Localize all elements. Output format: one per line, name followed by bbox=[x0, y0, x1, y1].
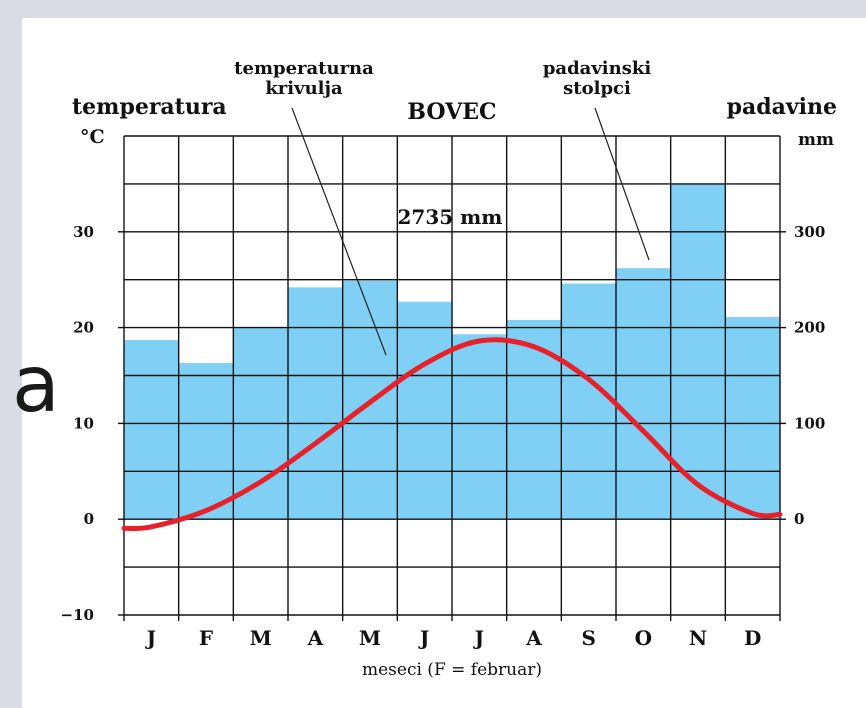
left-axis-title: temperatura bbox=[72, 94, 227, 120]
chart-card: a −10 0 10 20 30 0 100 200 300 J F M A M J J A S O N D BOVEC t… bbox=[12, 18, 866, 708]
month-label-8: A bbox=[525, 626, 542, 650]
month-label-10: O bbox=[635, 626, 652, 650]
month-label-1: J bbox=[145, 626, 156, 650]
right-tick-label: 200 bbox=[794, 319, 825, 337]
left-tick-label: 10 bbox=[73, 414, 94, 432]
temp-series-label-1: temperaturna bbox=[234, 58, 374, 79]
month-label-5: M bbox=[359, 626, 381, 650]
left-tick-label: 30 bbox=[73, 223, 94, 241]
x-axis-label: meseci (F = februar) bbox=[362, 660, 542, 680]
precip-bar-2 bbox=[178, 363, 234, 520]
precip-bar-4 bbox=[288, 287, 343, 520]
precip-bar-8 bbox=[506, 319, 562, 520]
month-label-7: J bbox=[473, 626, 484, 650]
precip-label-pointer bbox=[594, 107, 650, 261]
temp-series-label-2: krivulja bbox=[265, 78, 343, 99]
precip-bar-12 bbox=[725, 317, 780, 520]
precip-bar-10 bbox=[616, 268, 671, 520]
right-tick-label: 0 bbox=[794, 510, 804, 528]
month-label-4: A bbox=[307, 626, 324, 650]
left-tick-label: 0 bbox=[84, 510, 94, 528]
precip-bar-9 bbox=[561, 283, 616, 520]
right-tick-label: 300 bbox=[794, 223, 825, 241]
left-tick-label: 20 bbox=[73, 319, 94, 337]
precip-series-label-2: stolpci bbox=[563, 78, 631, 99]
precip-bar-7 bbox=[452, 334, 507, 520]
precip-series-label-1: padavinski bbox=[543, 58, 651, 79]
precip-bar-6 bbox=[397, 301, 452, 520]
month-label-12: D bbox=[744, 626, 761, 650]
month-label-2: F bbox=[199, 626, 213, 650]
month-label-9: S bbox=[581, 626, 595, 650]
left-axis-unit: °C bbox=[80, 126, 105, 148]
month-label-3: M bbox=[250, 626, 272, 650]
month-label-11: N bbox=[689, 626, 707, 650]
temp-label-pointer bbox=[291, 107, 387, 356]
month-label-6: J bbox=[418, 626, 429, 650]
temperature-curve bbox=[121, 337, 783, 532]
right-axis-unit: mm bbox=[798, 130, 834, 150]
precip-bar-1 bbox=[124, 340, 179, 520]
total-precip-annotation: 2735 mm bbox=[398, 205, 503, 229]
cropped-side-letter: a bbox=[12, 340, 60, 430]
right-axis-title: padavine bbox=[727, 94, 837, 120]
right-tick-label: 100 bbox=[794, 414, 825, 432]
chart-title: BOVEC bbox=[407, 99, 496, 125]
precip-bar-11 bbox=[670, 183, 726, 520]
left-tick-label: −10 bbox=[61, 606, 94, 624]
